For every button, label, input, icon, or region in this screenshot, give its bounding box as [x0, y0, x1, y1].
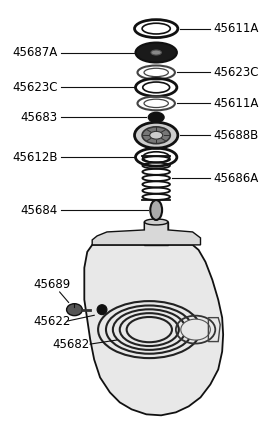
Text: 45687A: 45687A	[13, 46, 58, 59]
Ellipse shape	[151, 50, 161, 55]
Ellipse shape	[67, 304, 82, 316]
Ellipse shape	[148, 112, 164, 122]
Text: 45682: 45682	[53, 338, 90, 351]
Text: 45683: 45683	[21, 111, 58, 124]
Ellipse shape	[181, 319, 210, 340]
Text: 45623C: 45623C	[213, 66, 259, 79]
Ellipse shape	[135, 43, 177, 62]
Text: 45622: 45622	[33, 315, 71, 328]
Ellipse shape	[142, 127, 170, 144]
Text: 45689: 45689	[33, 278, 70, 291]
Text: 45686A: 45686A	[213, 172, 259, 184]
Text: 45684: 45684	[21, 203, 58, 216]
Ellipse shape	[97, 305, 107, 314]
Ellipse shape	[135, 122, 178, 148]
Text: 45688B: 45688B	[213, 129, 259, 142]
Ellipse shape	[150, 200, 162, 220]
Polygon shape	[92, 222, 200, 245]
Polygon shape	[144, 222, 168, 245]
Ellipse shape	[150, 131, 163, 139]
Ellipse shape	[144, 219, 168, 225]
Text: 45623C: 45623C	[12, 81, 58, 94]
Text: 45611A: 45611A	[213, 22, 259, 35]
Text: 45611A: 45611A	[213, 97, 259, 110]
Text: 45612B: 45612B	[12, 151, 58, 164]
Polygon shape	[84, 245, 223, 416]
